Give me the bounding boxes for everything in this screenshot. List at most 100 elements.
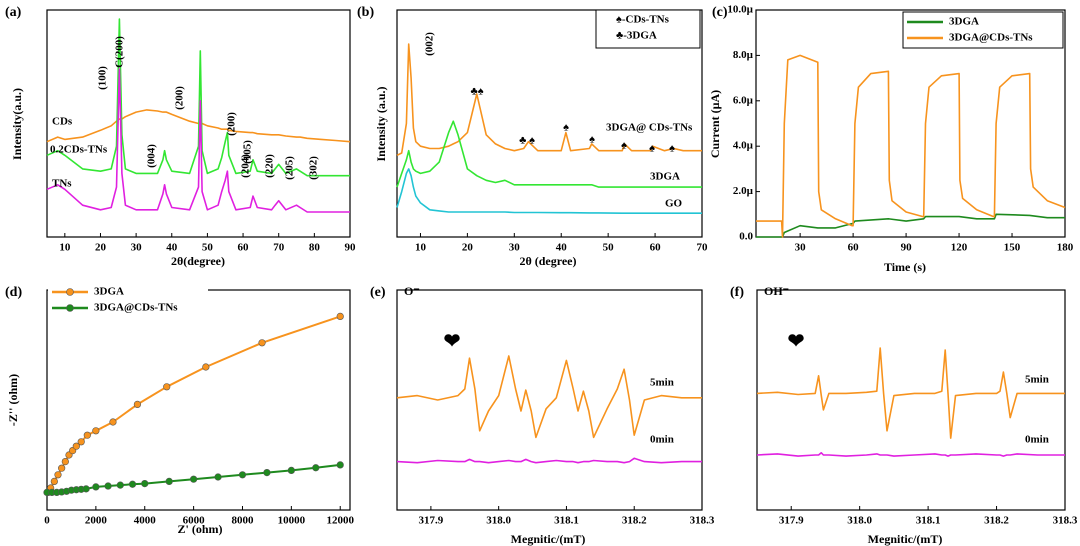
- legend-label: 3DGA: [949, 16, 979, 28]
- data-point: [128, 480, 137, 488]
- x-axis-label: Time (s): [884, 260, 926, 274]
- annotation: ♣ ♠: [519, 135, 535, 147]
- x-tick-label: 318.3: [1053, 515, 1078, 527]
- x-axis-label: Z' (ohm): [178, 522, 223, 536]
- y-tick-label: 0.0: [739, 231, 753, 243]
- x-tick-label: 50: [202, 242, 214, 254]
- legend-label: ♣-3DGA: [616, 30, 657, 42]
- x-tick-label: 80: [309, 242, 321, 254]
- x-tick-label: 180: [1057, 242, 1074, 254]
- x-axis-label: Megnitic/(mT): [868, 532, 943, 546]
- x-tick-label: 8000: [231, 515, 254, 527]
- data-point: [61, 458, 69, 466]
- x-tick-label: 60: [650, 242, 662, 254]
- data-point: [116, 481, 124, 489]
- x-axis-label: 2θ(degree): [171, 254, 225, 268]
- x-tick-label: 60: [848, 242, 860, 254]
- panel: (a) 2θ(degree) Intensity(a.u.) 10 20 30 40 50 60…: [5, 5, 356, 268]
- x-tick-label: 318.1: [916, 515, 941, 527]
- x-tick-label: 12000: [326, 515, 354, 527]
- plot-frame: [396, 9, 703, 238]
- series-line: [756, 54, 1066, 238]
- series-line: [756, 213, 1065, 238]
- y-tick-label: 6.0µ: [733, 94, 754, 106]
- legend-box: [902, 11, 1064, 49]
- series-line: [396, 355, 702, 439]
- y-tick-label: 8.0µ: [733, 49, 754, 61]
- data-point: [77, 438, 85, 446]
- x-tick-label: 70: [273, 242, 285, 254]
- annotation: ♠: [649, 143, 655, 155]
- annotation: (200): [174, 86, 186, 110]
- series-label: 0.2CDs-TNs: [50, 144, 108, 156]
- data-point: [82, 485, 90, 493]
- plot-frame: [756, 289, 1066, 511]
- series-label: 5min: [650, 377, 674, 389]
- series-label: TNs: [52, 178, 72, 190]
- panel: (d) Z' (ohm) -Z'' (ohm) 0 2000 4000 6000 8000 10…: [5, 282, 354, 536]
- legend-marker: [66, 304, 74, 312]
- x-tick-label: 40: [556, 242, 568, 254]
- data-point: [190, 475, 198, 483]
- series-label: GO: [665, 198, 683, 210]
- annotation: (302): [308, 156, 320, 180]
- panel: (f) OH⁻ Megnitic/(mT) 317.9 318.0 318.1 318.2 3…: [730, 284, 1078, 546]
- data-point: [92, 427, 100, 435]
- annotation: ❤: [444, 331, 461, 353]
- data-point: [336, 312, 344, 321]
- plot-frame: [46, 289, 351, 511]
- data-point: [54, 471, 62, 479]
- legend-box: [48, 282, 208, 322]
- legend-label: 3DGA@CDs-TNs: [94, 302, 178, 314]
- x-tick-label: 90: [901, 242, 913, 254]
- series-line: [756, 452, 1065, 457]
- series-line: [396, 43, 702, 157]
- data-point: [263, 469, 271, 477]
- x-tick-label: 120: [951, 242, 968, 254]
- x-tick-label: 10: [415, 242, 427, 254]
- data-point: [202, 363, 210, 371]
- data-point: [72, 442, 80, 450]
- panel-label: (a): [5, 5, 22, 20]
- x-tick-label: 318.1: [554, 515, 579, 527]
- annotation: ♣♠: [470, 86, 483, 98]
- annotation: ♠: [621, 140, 627, 152]
- x-tick-label: 317.9: [779, 515, 804, 527]
- x-axis-label: Megnitic/(mT): [511, 532, 586, 546]
- data-point: [50, 477, 58, 486]
- annotation: ♠: [563, 122, 569, 134]
- annotation: (100): [97, 66, 109, 90]
- x-tick-label: 10: [59, 242, 71, 254]
- series-label: 0min: [1025, 434, 1049, 446]
- series-line: [46, 18, 350, 177]
- data-point: [336, 461, 344, 469]
- x-tick-label: 40: [166, 242, 178, 254]
- y-tick-label: 2.0µ: [733, 185, 754, 197]
- x-tick-label: 318.2: [622, 515, 647, 527]
- x-tick-label: 318.0: [486, 515, 511, 527]
- x-tick-label: 20: [462, 242, 474, 254]
- series-line: [396, 168, 702, 214]
- legend-label: 3DGA@CDs-TNs: [949, 32, 1033, 44]
- series-label: 0min: [650, 434, 674, 446]
- x-tick-label: 6000: [183, 515, 206, 527]
- x-axis-label: 2θ (degree): [519, 254, 576, 268]
- panel-label: (f): [730, 285, 744, 300]
- x-tick-label: 70: [697, 242, 709, 254]
- data-point: [165, 477, 173, 486]
- x-tick-label: 20: [95, 242, 107, 254]
- annotation: (204): [240, 154, 252, 178]
- panel: (b) 2θ (degree) Intensity (a.u.) 10 20 30 40 50…: [357, 5, 708, 268]
- annotation: (002): [424, 32, 436, 56]
- y-axis-label: Current (µA): [708, 90, 722, 158]
- x-tick-label: 2000: [85, 515, 108, 527]
- data-point: [312, 464, 320, 472]
- x-tick-label: 30: [509, 242, 521, 254]
- data-point: [109, 418, 117, 426]
- x-tick-label: 50: [603, 242, 615, 254]
- series-label: 5min: [1025, 374, 1049, 386]
- series-label: 3DGA: [650, 171, 680, 183]
- annotation: (205): [284, 156, 296, 180]
- x-tick-label: 318.2: [984, 515, 1009, 527]
